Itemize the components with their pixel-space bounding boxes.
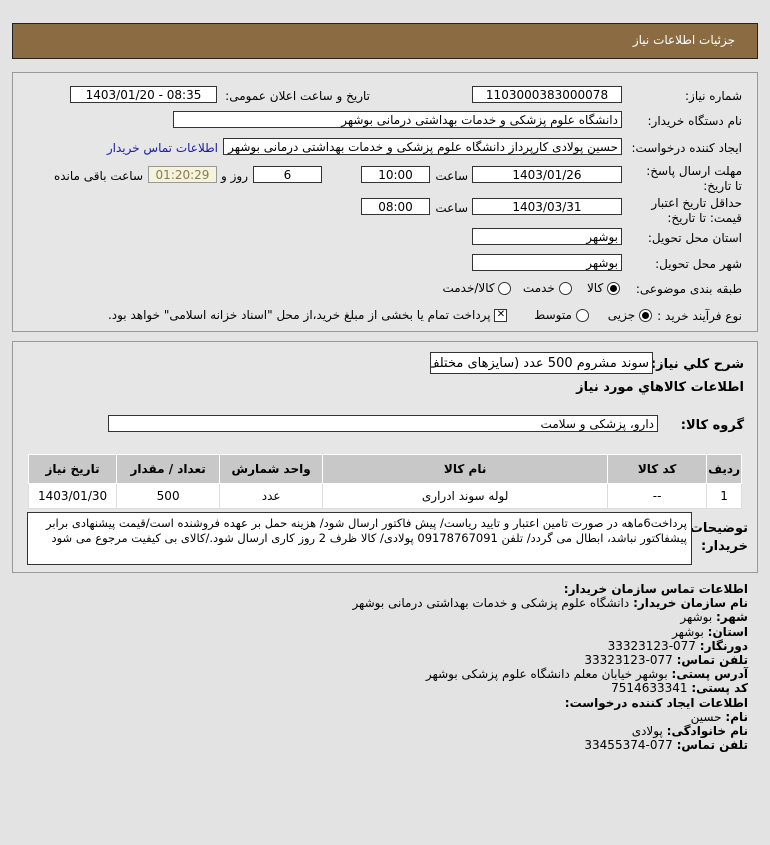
last-name-label: نام خانوادگی: (666, 724, 748, 739)
buyer-label: نام دستگاه خریدار: (647, 114, 743, 128)
summary-label: شرح کلي نیاز: (650, 357, 744, 372)
radio-goods-label: کالا (586, 281, 604, 295)
remaining-time-field: 01:20:29 (148, 166, 217, 183)
contact-section: اطلاعات تماس سازمان خریدار: نام سازمان خ… (352, 582, 748, 752)
cell-code: -- (607, 483, 708, 509)
radio-goods-service[interactable] (498, 282, 512, 295)
radio-medium-label: متوسط (534, 308, 572, 322)
contact-province: بوشهر (672, 624, 704, 639)
table-row: 1 -- لوله سوند ادراری عدد 500 1403/01/30 (27, 483, 742, 509)
validity-date-field[interactable]: 1403/03/31 (472, 198, 622, 215)
cell-qty: 500 (116, 483, 221, 509)
col-name: نام کالا (322, 454, 609, 484)
remaining-label: ساعت باقی مانده (53, 169, 143, 183)
postal-label: کد پستی: (691, 681, 748, 696)
days-field[interactable]: 6 (253, 166, 322, 183)
phone: 077-33323123 (584, 653, 673, 668)
col-date: تاریخ نیاز (27, 454, 118, 484)
desc-field: پرداخت6ماهه در صورت تامین اعتبار و تایید… (27, 512, 692, 565)
first-name: حسین (690, 709, 722, 724)
postal: 7514633341 (611, 681, 688, 696)
treasury-note: پرداخت تمام یا بخشی از مبلغ خرید،از محل … (107, 308, 491, 322)
validity-time-label: ساعت (435, 201, 468, 215)
creator-phone-label: تلفن تماس: (676, 738, 748, 753)
process-radio-group: جزیی متوسط ✕ پرداخت تمام یا بخشی از مبلغ… (108, 308, 652, 322)
org-contact-title: اطلاعات تماس سازمان خریدار: (563, 582, 748, 596)
summary-field: سوند مشروم 500 عدد (سایزهای مختلف) (430, 352, 653, 374)
creator-phone: 077-33455374 (584, 738, 673, 753)
goods-section-title: اطلاعات کالاهاي مورد نیاز (576, 380, 744, 395)
validity-time-field[interactable]: 08:00 (361, 198, 430, 215)
contact-city-label: شهر: (716, 610, 748, 625)
radio-goods[interactable] (607, 282, 620, 295)
table-header-row: ردیف کد کالا نام کالا واحد شمارش تعداد /… (27, 454, 742, 484)
city-field[interactable]: بوشهر (472, 254, 622, 271)
buyer-contact-link[interactable]: اطلاعات تماس خریدار (106, 141, 218, 155)
last-name: پولادی (631, 724, 663, 739)
creator-label: ایجاد کننده درخواست: (631, 141, 742, 155)
phone-label: تلفن تماس: (676, 653, 748, 668)
days-label: روز و (221, 169, 248, 183)
radio-service-label: خدمت (522, 281, 555, 295)
col-unit: واحد شمارش (219, 454, 324, 484)
treasury-checkbox[interactable]: ✕ (494, 309, 508, 322)
radio-medium[interactable] (575, 309, 589, 322)
radio-minor-label: جزیی (607, 308, 636, 322)
announce-label: تاریخ و ساعت اعلان عمومی: (225, 89, 370, 103)
deadline-date-field[interactable]: 1403/01/26 (472, 166, 622, 183)
cell-row: 1 (706, 483, 742, 509)
group-label: گروه کالا: (680, 418, 744, 433)
contact-province-label: استان: (707, 624, 748, 639)
validity-label: حداقل تاریخ اعتبار قیمت: تا تاریخ: (651, 196, 742, 225)
province-label: استان محل تحویل: (647, 231, 742, 245)
city-label: شهر محل تحویل: (655, 257, 742, 271)
announce-field[interactable]: 1403/01/20 - 08:35 (70, 86, 217, 103)
desc-label: توضیحات خریدار: (689, 521, 748, 554)
page-title: جزئیات اطلاعات نیاز (632, 33, 735, 47)
org-name: دانشگاه علوم پزشکی و خدمات بهداشتی درمان… (352, 596, 630, 611)
need-number-field[interactable]: 1103000383000078 (472, 86, 622, 103)
address-label: آدرس پستی: (671, 667, 748, 682)
org-name-label: نام سازمان خریدار: (633, 596, 748, 611)
creator-field[interactable]: حسین پولادی کارپرداز دانشگاه علوم پزشکی … (223, 138, 622, 155)
creator-contact-title: اطلاعات ایجاد کننده درخواست: (564, 695, 748, 710)
page-header: جزئیات اطلاعات نیاز (12, 23, 758, 59)
col-code: کد کالا (607, 454, 708, 484)
group-field: دارو، پزشکی و سلامت (108, 415, 658, 432)
address: بوشهر خیابان معلم دانشگاه علوم پزشکی بوش… (425, 667, 668, 682)
fax-label: دورنگار: (699, 638, 748, 653)
fax: 077-33323123 (607, 638, 696, 653)
deadline-time-label: ساعت (435, 169, 468, 183)
cell-unit: عدد (219, 483, 324, 509)
category-label: طبقه بندی موضوعی: (635, 282, 742, 296)
deadline-label: مهلت ارسال پاسخ: تا تاریخ: (646, 164, 742, 193)
contact-city: بوشهر (680, 610, 713, 625)
category-radio-group: کالا خدمت کالا/خدمت (442, 281, 620, 295)
radio-minor[interactable] (639, 309, 652, 322)
col-qty: تعداد / مقدار (116, 454, 221, 484)
province-field[interactable]: بوشهر (472, 228, 622, 245)
cell-date: 1403/01/30 (27, 483, 118, 509)
cell-name: لوله سوند ادراری (322, 483, 609, 509)
deadline-time-field[interactable]: 10:00 (361, 166, 430, 183)
need-number-label: شماره نیاز: (685, 89, 742, 103)
radio-service[interactable] (558, 282, 572, 295)
col-row: ردیف (706, 454, 742, 484)
buyer-field[interactable]: دانشگاه علوم پزشکی و خدمات بهداشتی درمان… (173, 111, 622, 128)
radio-goods-service-label: کالا/خدمت (442, 281, 495, 295)
process-label: نوع فرآیند خرید : (657, 309, 742, 323)
first-name-label: نام: (725, 709, 748, 724)
goods-table: ردیف کد کالا نام کالا واحد شمارش تعداد /… (27, 454, 742, 509)
